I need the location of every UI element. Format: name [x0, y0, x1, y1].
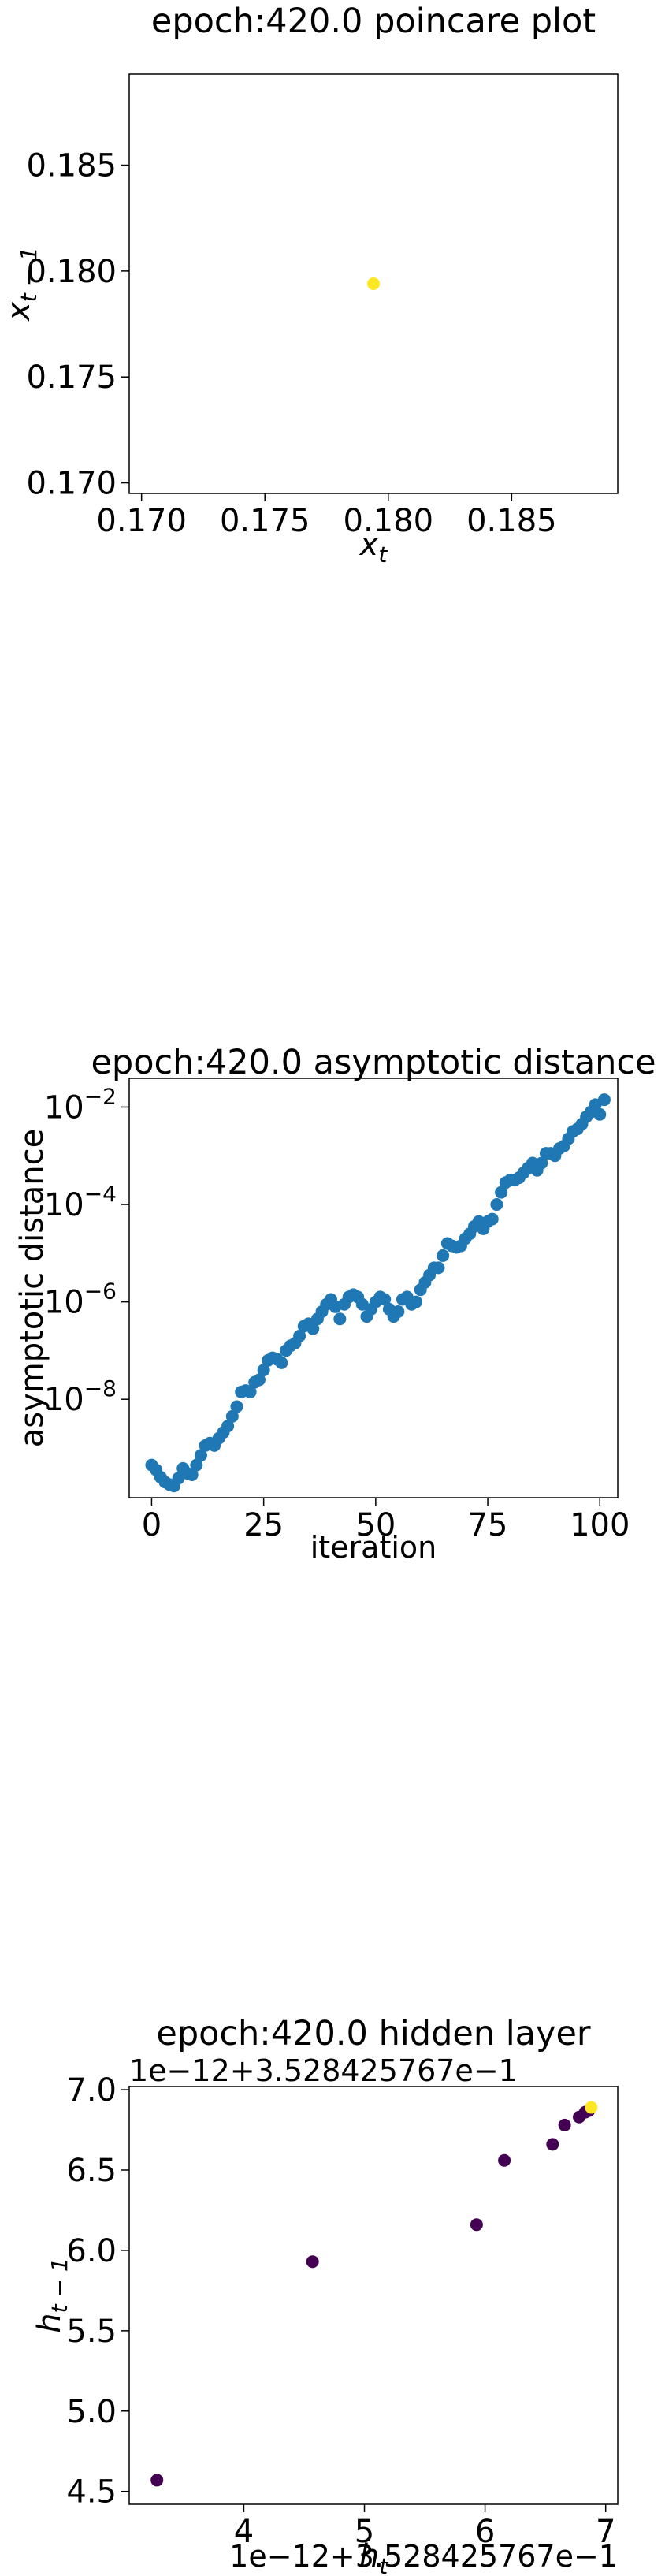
distance-x-tick-label: 75 [468, 1507, 508, 1543]
hidden-x-tick-label: 4 [234, 2514, 254, 2550]
hidden-y-tick-label: 6.5 [66, 2153, 117, 2189]
distance-title: epoch:420.0 asymptotic distance [91, 1043, 656, 1082]
hidden-x-tick-label: 6 [475, 2514, 495, 2550]
hidden-y-tick-label: 6.0 [66, 2233, 117, 2269]
hidden-y-ticks: 4.5 5.0 5.5 6.0 6.5 7.0 [66, 2072, 129, 2511]
distance-y-tick-label: 10−4 [44, 1181, 117, 1223]
distance-x-tick-label: 0 [142, 1507, 162, 1543]
distance-plot-frame [128, 1078, 619, 1498]
hidden-y-offset-label: 1e−12+3.528425767e−1 [129, 2053, 518, 2088]
distance-y-tick-label: 10−8 [44, 1375, 117, 1418]
hidden-y-tick-label: 5.5 [66, 2314, 117, 2350]
hidden-point [585, 2101, 598, 2114]
hidden-chart: epoch:420.0 hidden layer 1e−12+3.5284257… [32, 2014, 619, 2576]
distance-point [378, 1293, 392, 1306]
distance-point [243, 1385, 257, 1398]
hidden-point [150, 2474, 164, 2487]
hidden-points [150, 2101, 598, 2487]
hidden-x-tick-label: 5 [355, 2514, 374, 2550]
distance-y-tick-label: 10−6 [44, 1279, 117, 1321]
distance-xlabel: iteration [310, 1530, 437, 1565]
poincare-plot-frame [128, 73, 619, 494]
poincare-y-tick-label: 0.185 [26, 148, 117, 184]
hidden-point [546, 2138, 559, 2151]
poincare-x-tick-label: 0.175 [220, 503, 310, 539]
distance-point [252, 1373, 266, 1387]
distance-point [485, 1212, 499, 1226]
distance-point [392, 1305, 405, 1318]
distance-point [225, 1409, 239, 1423]
hidden-point [306, 2255, 319, 2269]
poincare-x-tick-label: 0.180 [344, 503, 434, 539]
poincare-x-tick-label: 0.170 [96, 503, 187, 539]
distance-point [257, 1364, 270, 1377]
distance-points [145, 1093, 611, 1493]
distance-y-tick-label: 10−2 [44, 1083, 117, 1126]
distance-point [535, 1156, 548, 1170]
hidden-y-tick-label: 4.5 [66, 2474, 117, 2511]
hidden-x-ticks: 4 5 6 7 [234, 2504, 615, 2550]
distance-ylabel: asymptotic distance [14, 1129, 50, 1448]
distance-point [293, 1329, 306, 1342]
poincare-points [367, 277, 380, 290]
hidden-y-tick-label: 5.0 [66, 2394, 117, 2430]
hidden-y-tick-label: 7.0 [66, 2072, 117, 2109]
distance-point [195, 1449, 208, 1462]
poincare-y-tick-label: 0.170 [26, 466, 117, 502]
distance-point [432, 1261, 445, 1275]
distance-point [437, 1249, 450, 1262]
poincare-y-tick-label: 0.180 [26, 254, 117, 290]
hidden-plot-frame [128, 2086, 619, 2505]
distance-x-ticks: 0 25 50 75 100 [142, 1498, 630, 1543]
distance-x-tick-label: 25 [243, 1507, 284, 1543]
distance-point [593, 1107, 607, 1121]
distance-point [230, 1400, 243, 1413]
poincare-chart: epoch:420.0 poincare plot 0.170 0.175 0.18… [1, 2, 619, 568]
hidden-point [498, 2153, 511, 2167]
poincare-point [367, 277, 380, 290]
distance-point [495, 1186, 508, 1199]
distance-point [306, 1322, 320, 1335]
hidden-point [558, 2118, 571, 2131]
hidden-x-offset-label: 1e−12+3.528425767e−1 [229, 2539, 618, 2574]
distance-point [190, 1458, 203, 1472]
distance-point [597, 1093, 611, 1107]
hidden-title: epoch:420.0 hidden layer [156, 2014, 591, 2053]
distance-point [410, 1295, 423, 1308]
distance-point [221, 1420, 235, 1433]
distance-point [275, 1356, 288, 1369]
poincare-y-ticks: 0.170 0.175 0.180 0.185 [26, 148, 129, 502]
poincare-x-ticks: 0.170 0.175 0.180 0.185 [96, 493, 557, 539]
distance-chart: epoch:420.0 asymptotic distance 0 25 50 75 1… [14, 1043, 656, 1565]
poincare-y-tick-label: 0.175 [26, 359, 117, 396]
distance-point [333, 1312, 347, 1326]
hidden-ylabel: ht − 1 [32, 2258, 72, 2332]
distance-y-ticks: 10−8 10−6 10−4 10−2 [44, 1083, 129, 1418]
distance-point [185, 1468, 199, 1481]
distance-point [490, 1198, 503, 1212]
poincare-ylabel: xt − 1 [1, 247, 42, 322]
poincare-x-tick-label: 0.185 [466, 503, 557, 539]
distance-x-tick-label: 50 [355, 1507, 396, 1543]
distance-x-tick-label: 100 [570, 1507, 630, 1543]
hidden-point [470, 2218, 483, 2232]
hidden-x-tick-label: 7 [596, 2514, 615, 2550]
poincare-title: epoch:420.0 poincare plot [151, 2, 596, 41]
